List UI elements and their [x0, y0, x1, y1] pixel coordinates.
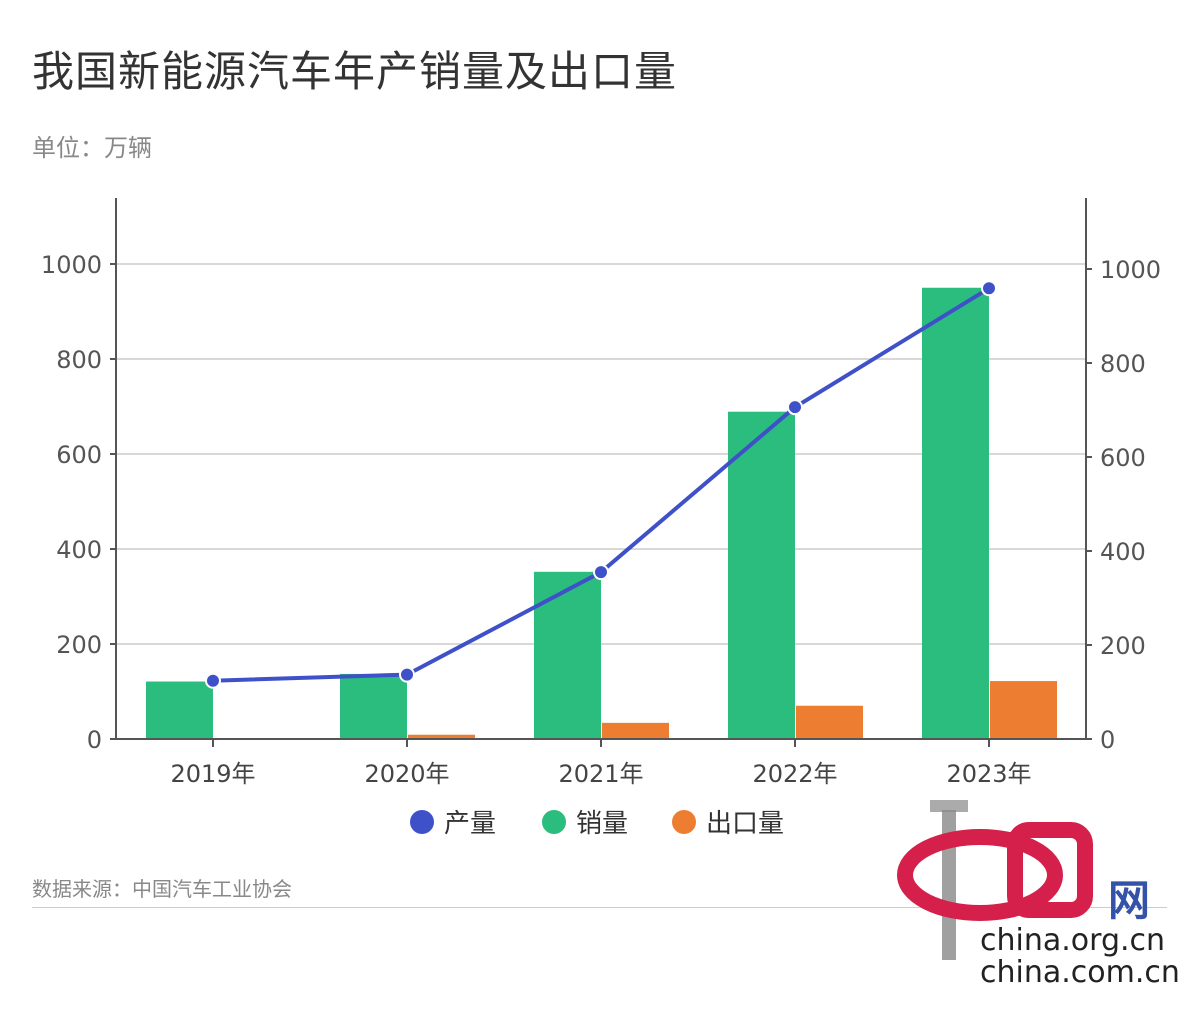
right-tick-label: 200	[1100, 632, 1146, 660]
point-production	[787, 399, 803, 416]
logo-text-org: china.org.cn	[980, 923, 1165, 958]
x-tick-label: 2021年	[558, 760, 643, 788]
bar-export	[796, 705, 863, 739]
x-tick-label: 2020年	[364, 760, 449, 788]
left-tick-label: 600	[56, 441, 102, 469]
left-tick-label: 400	[56, 536, 102, 564]
bar-sales	[340, 673, 407, 739]
bar-sales	[728, 411, 795, 739]
left-tick-label: 200	[56, 631, 102, 659]
left-tick-label: 1000	[41, 251, 102, 279]
source-note: 数据来源：中国汽车工业协会	[32, 877, 292, 901]
unit-label: 单位：万辆	[32, 134, 152, 162]
point-production	[205, 672, 221, 689]
right-tick-label: 600	[1100, 444, 1146, 472]
legend-marker	[410, 810, 434, 834]
legend-marker	[672, 810, 696, 834]
right-tick-label: 0	[1100, 726, 1115, 754]
x-tick-label: 2019年	[170, 760, 255, 788]
x-tick-label: 2022年	[752, 760, 837, 788]
china-net-logo: 网 china.org.cn china.com.cn	[890, 790, 1180, 1000]
bar-sales	[922, 287, 989, 739]
bar-export	[602, 722, 669, 739]
chart: 0 200 400 600 800 1000 0 200 400 600 800 1000 2019年 2…	[41, 198, 1161, 839]
bar-export	[408, 734, 475, 739]
x-tick-label: 2023年	[946, 760, 1031, 788]
left-tick-label: 800	[56, 346, 102, 374]
point-production	[399, 666, 415, 683]
bar-export	[990, 681, 1057, 739]
right-tick-label: 1000	[1100, 256, 1161, 284]
chart-title: 我国新能源汽车年产销量及出口量	[32, 47, 678, 96]
bar-sales	[146, 681, 213, 739]
point-production	[981, 280, 997, 297]
right-tick-label: 800	[1100, 350, 1146, 378]
legend-marker	[542, 810, 566, 834]
legend-label: 出口量	[706, 809, 784, 839]
bar-sales	[534, 571, 601, 739]
svg-text:网: 网	[1108, 876, 1150, 925]
divider	[32, 907, 1167, 908]
point-production	[593, 564, 609, 581]
legend-label: 产量	[444, 809, 496, 839]
logo-text-com: china.com.cn	[980, 955, 1180, 990]
right-tick-label: 400	[1100, 538, 1146, 566]
legend-label: 销量	[576, 809, 628, 839]
left-tick-label: 0	[87, 726, 102, 754]
